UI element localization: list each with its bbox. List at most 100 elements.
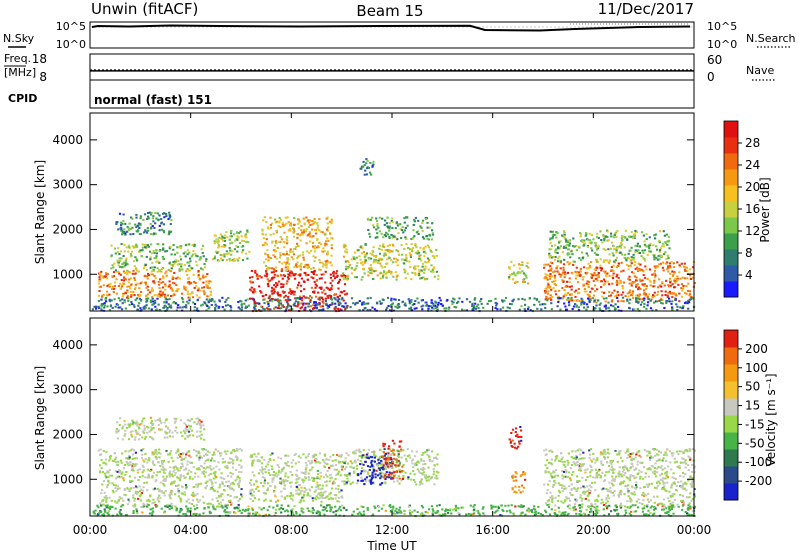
heatmap-cell xyxy=(422,219,425,222)
heatmap-cell xyxy=(338,304,341,306)
heatmap-cell xyxy=(645,307,648,310)
heatmap-cell xyxy=(692,276,695,279)
heatmap-cell xyxy=(378,252,382,255)
heatmap-cell xyxy=(272,232,275,235)
heatmap-cell xyxy=(420,459,423,462)
heatmap-cell xyxy=(596,279,599,282)
heatmap-cell xyxy=(675,303,678,306)
heatmap-cell xyxy=(99,272,102,275)
heatmap-cell xyxy=(421,265,424,268)
heatmap-cell xyxy=(451,303,454,306)
heatmap-cell xyxy=(145,231,149,234)
heatmap-cell xyxy=(420,478,423,481)
heatmap-cell xyxy=(524,303,527,306)
heatmap-cell xyxy=(303,308,306,311)
heatmap-cell xyxy=(267,471,270,474)
heatmap-cell xyxy=(653,281,656,284)
heatmap-cell xyxy=(191,491,194,494)
heatmap-cell xyxy=(107,476,110,479)
heatmap-cell xyxy=(563,302,566,305)
heatmap-cell xyxy=(181,486,184,489)
heatmap-cell xyxy=(173,253,176,256)
heatmap-cell xyxy=(267,227,270,230)
heatmap-cell xyxy=(279,477,282,480)
heatmap-cell xyxy=(655,245,658,248)
heatmap-cell xyxy=(161,491,164,494)
heatmap-cell xyxy=(226,493,230,496)
heatmap-cell xyxy=(111,285,114,288)
heatmap-cell xyxy=(334,305,337,308)
heatmap-cell xyxy=(183,476,186,479)
heatmap-cell xyxy=(412,223,415,226)
heatmap-cell xyxy=(126,296,129,299)
heatmap-cell xyxy=(106,305,109,308)
heatmap-cell xyxy=(185,300,189,303)
heatmap-cell xyxy=(346,462,349,465)
heatmap-cell xyxy=(129,228,132,230)
heatmap-cell xyxy=(426,277,429,280)
heatmap-cell xyxy=(332,454,335,456)
heatmap-cell xyxy=(130,301,133,303)
heatmap-cell xyxy=(416,297,419,300)
heatmap-cell xyxy=(666,261,669,264)
heatmap-cell xyxy=(101,294,104,297)
heatmap-cell xyxy=(101,471,104,473)
heatmap-cell xyxy=(688,301,691,304)
heatmap-cell xyxy=(236,250,239,253)
heatmap-cell xyxy=(268,267,271,270)
heatmap-cell xyxy=(402,475,405,477)
heatmap-cell xyxy=(220,501,223,504)
heatmap-cell xyxy=(160,218,163,220)
heatmap-cell xyxy=(427,238,430,241)
heatmap-cell xyxy=(172,460,175,463)
heatmap-cell xyxy=(390,464,393,467)
heatmap-cell xyxy=(286,239,289,242)
heatmap-cell xyxy=(602,234,605,237)
heatmap-cell xyxy=(316,484,319,487)
heatmap-cell xyxy=(316,469,319,472)
heatmap-cell xyxy=(344,260,347,263)
heatmap-cell xyxy=(575,266,578,269)
colorbar-swatch xyxy=(724,169,738,186)
heatmap-cell xyxy=(607,248,610,251)
heatmap-cell xyxy=(390,474,393,477)
heatmap-cell xyxy=(283,246,286,249)
heatmap-cell xyxy=(142,306,145,309)
heatmap-cell xyxy=(575,304,578,307)
heatmap-cell xyxy=(308,232,311,235)
heatmap-cell xyxy=(119,497,122,500)
heatmap-cell xyxy=(193,449,196,451)
heatmap-cell xyxy=(198,419,201,422)
heatmap-cell xyxy=(678,292,681,295)
heatmap-cell xyxy=(648,279,651,282)
heatmap-cell xyxy=(331,487,334,490)
heatmap-cell xyxy=(300,471,303,474)
heatmap-cell xyxy=(184,432,187,435)
heatmap-cell xyxy=(133,457,136,460)
heatmap-cell xyxy=(669,266,672,269)
heatmap-cell xyxy=(177,246,180,249)
heatmap-cell xyxy=(410,306,413,309)
heatmap-cell xyxy=(267,301,270,304)
heatmap-cell xyxy=(253,306,256,309)
heatmap-cell xyxy=(197,275,200,278)
heatmap-cell xyxy=(100,298,103,301)
heatmap-cell xyxy=(249,280,252,283)
heatmap-cell xyxy=(603,239,606,242)
heatmap-cell xyxy=(213,474,217,477)
heatmap-cell xyxy=(295,478,298,481)
heatmap-cell xyxy=(563,271,566,274)
heatmap-cell xyxy=(645,233,648,236)
heatmap-cell xyxy=(364,243,367,245)
heatmap-cell xyxy=(570,296,573,299)
heatmap-cell xyxy=(425,235,428,238)
heatmap-cell xyxy=(550,298,553,301)
heatmap-cell xyxy=(199,257,202,260)
heatmap-cell xyxy=(322,497,325,500)
heatmap-cell xyxy=(371,481,374,484)
heatmap-cell xyxy=(634,267,637,270)
heatmap-cell xyxy=(654,237,657,240)
heatmap-cell xyxy=(285,464,288,467)
heatmap-cell xyxy=(137,270,140,273)
